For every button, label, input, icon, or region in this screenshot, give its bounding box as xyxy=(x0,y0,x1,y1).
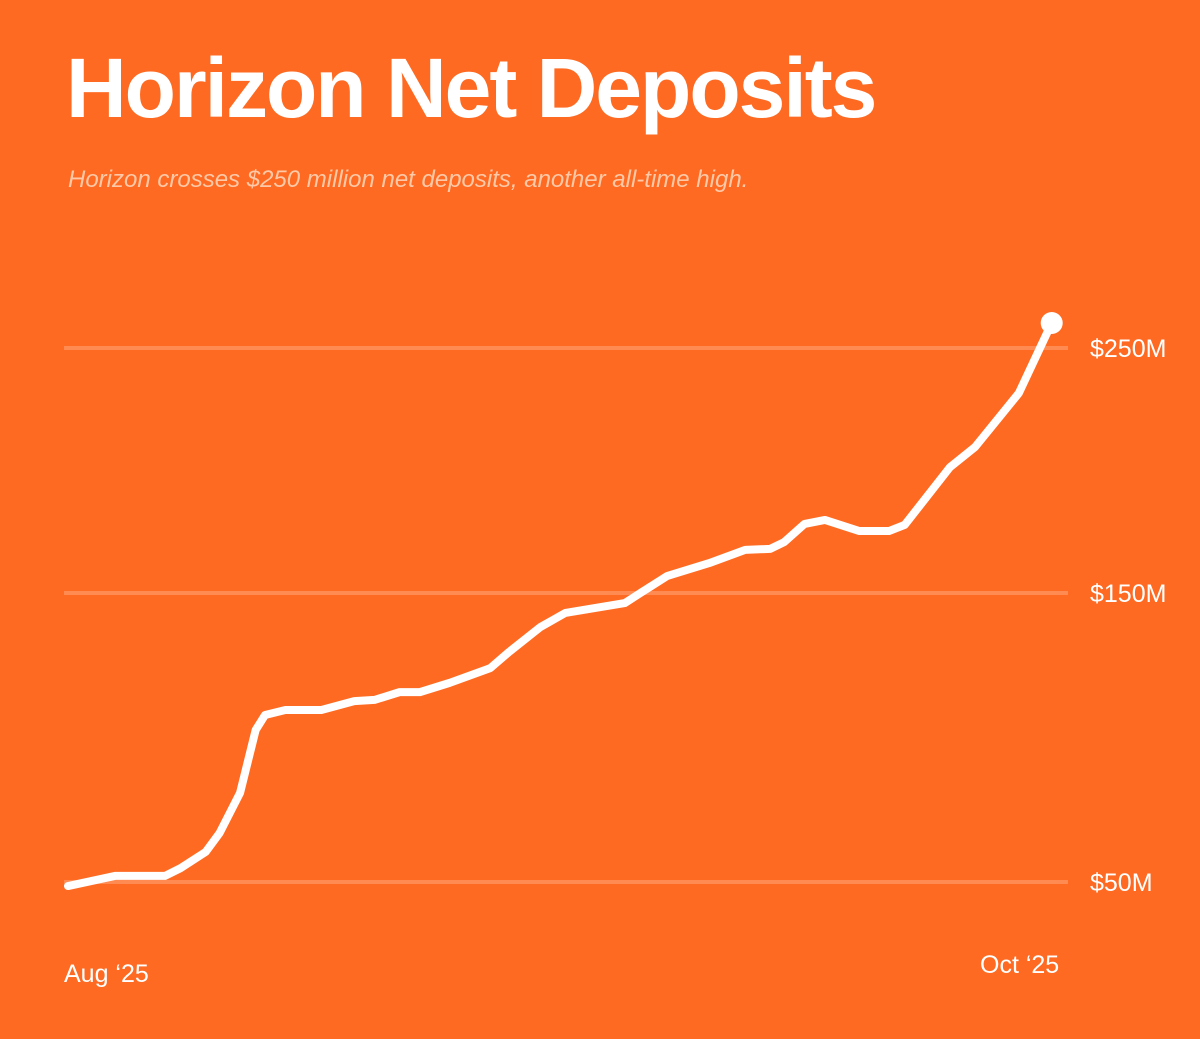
x-tick-label: Aug ‘25 xyxy=(64,960,149,988)
x-tick-label: Oct ‘25 xyxy=(980,951,1060,979)
chart-title: Horizon Net Deposits xyxy=(66,41,877,135)
y-tick-label: $50M xyxy=(1090,869,1153,897)
chart-subtitle: Horizon crosses $250 million net deposit… xyxy=(68,166,749,193)
series-line xyxy=(64,319,1056,891)
y-tick-label: $150M xyxy=(1090,580,1166,608)
y-tick-label: $250M xyxy=(1090,335,1166,363)
end-point-marker xyxy=(1040,312,1063,335)
